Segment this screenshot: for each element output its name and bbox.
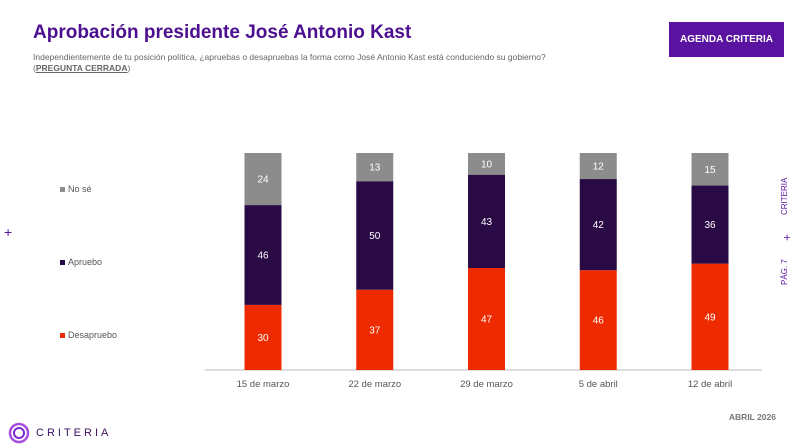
question-type: PREGUNTA CERRADA: [35, 63, 128, 73]
data-label: 15: [704, 165, 716, 176]
bar-apruebo: [356, 181, 394, 290]
bar-desapruebo: [356, 289, 394, 370]
legend-swatch: [60, 186, 65, 192]
bar-desapruebo: [244, 304, 282, 370]
plus-icon: +: [4, 224, 13, 240]
plus-icon: +: [780, 233, 794, 241]
page-number: PÁG. 7: [780, 259, 789, 285]
criteria-logo-icon: [8, 422, 30, 444]
legend-apruebo: Apruebo: [60, 257, 102, 267]
x-tick-label: 12 de abril: [688, 379, 732, 390]
question-text: Independientemente de tu posición políti…: [33, 52, 546, 73]
x-tick-label: 5 de abril: [579, 379, 618, 390]
bar-apruebo: [579, 179, 617, 271]
bar-no-s-: [244, 153, 282, 206]
bar-no-s-: [356, 153, 394, 182]
legend-no-se: No sé: [60, 184, 92, 194]
data-label: 30: [257, 333, 269, 344]
bar-apruebo: [468, 174, 505, 269]
data-label: 50: [369, 231, 381, 242]
legend-swatch: [60, 332, 65, 338]
data-label: 49: [704, 312, 716, 323]
x-tick-label: 15 de marzo: [237, 379, 290, 390]
x-tick-label: 29 de marzo: [460, 379, 513, 390]
bar-desapruebo: [691, 263, 729, 370]
bar-desapruebo: [468, 268, 505, 370]
bar-apruebo: [691, 185, 729, 264]
data-label: 37: [369, 325, 381, 336]
page-title: Aprobación presidente José Antonio Kast: [33, 22, 412, 43]
bar-no-s-: [468, 153, 505, 175]
bar-no-s-: [579, 153, 617, 180]
bar-apruebo: [244, 205, 282, 305]
bar-desapruebo: [579, 270, 617, 370]
legend-swatch: [60, 259, 65, 265]
data-label: 24: [257, 175, 269, 186]
data-label: 13: [369, 163, 381, 174]
data-label: 47: [481, 315, 493, 326]
criteria-logo: CRITERIA: [8, 422, 111, 444]
data-label: 10: [481, 159, 493, 170]
data-label: 46: [593, 316, 605, 327]
legend-desapruebo: Desapruebo: [60, 330, 117, 340]
brand-label: CRITERIA: [780, 177, 789, 215]
side-label: PÁG. 7 + CRITERIA: [780, 175, 794, 285]
agenda-criteria-badge: AGENDA CRITERIA: [669, 22, 784, 57]
data-label: 43: [481, 217, 493, 228]
report-date: ABRIL 2026: [728, 412, 776, 422]
data-label: 42: [593, 220, 605, 231]
x-tick-label: 22 de marzo: [348, 379, 401, 390]
data-label: 46: [257, 250, 269, 261]
data-label: 12: [593, 162, 605, 173]
data-label: 36: [704, 220, 716, 231]
bar-no-s-: [691, 153, 729, 186]
